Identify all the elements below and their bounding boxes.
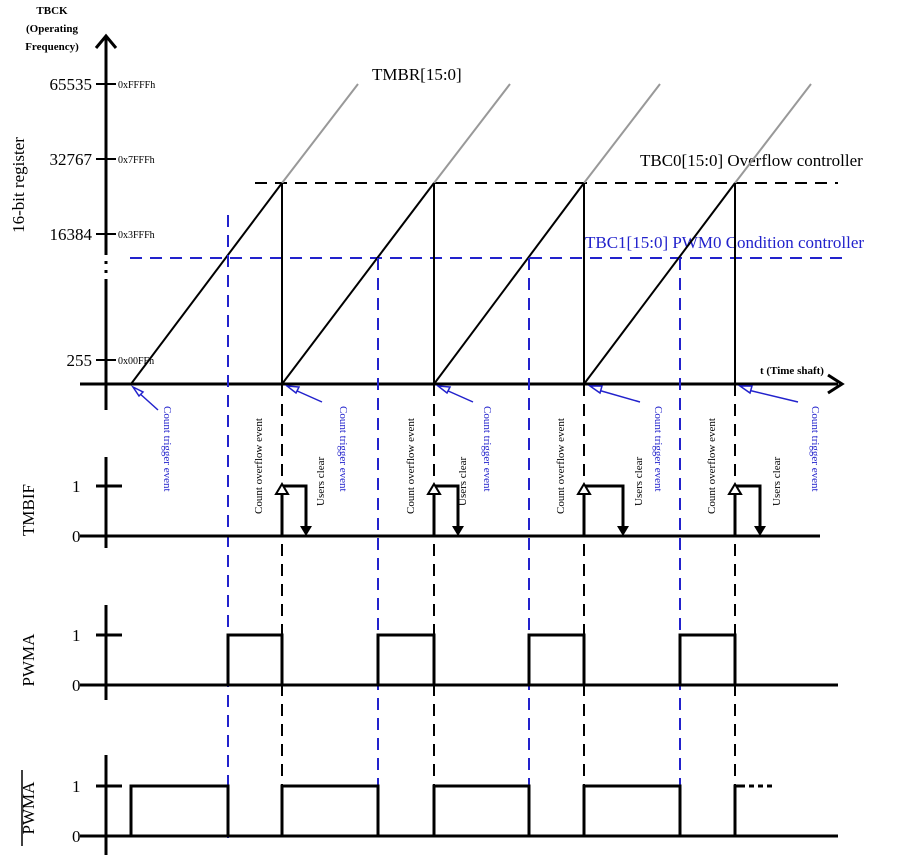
users-clear-label: Users clear <box>315 456 327 506</box>
count-trigger-label: Count trigger event <box>809 406 821 492</box>
tick-32767: 32767 <box>50 150 93 169</box>
tmbr-sawtooth <box>130 182 736 385</box>
tmbif-high: 1 <box>72 477 81 496</box>
count-trigger-arrows <box>130 385 799 411</box>
overflow-markers <box>281 384 736 838</box>
users-clear-label: Users clear <box>457 456 469 506</box>
axis-title-line1: TBCK <box>36 5 68 17</box>
count-overflow-label: Count overflow event <box>405 418 417 514</box>
count-trigger-label: Count trigger event <box>652 406 664 492</box>
pwma-signal: PWMA 1 0 <box>19 605 838 700</box>
hex-3fff: 0x3FFFh <box>118 230 155 241</box>
tmbr-label: TMBR[15:0] <box>372 65 462 84</box>
pwma-high: 1 <box>72 626 81 645</box>
axis-title-line2: (Operating <box>26 23 78 35</box>
count-overflow-label: Count overflow event <box>555 418 567 514</box>
pwma-name: PWMA <box>19 633 38 687</box>
tmbr-overflow-ramps <box>281 83 812 184</box>
hex-00ff: 0x00FFh <box>118 356 154 367</box>
axis-title: TBCK (Operating Frequency) <box>25 5 79 53</box>
count-overflow-label: Count overflow event <box>253 418 265 514</box>
event-labels: Count trigger event Count trigger event … <box>161 406 821 514</box>
y-ticks: 65535 32767 16384 255 0xFFFFh 0x7FFFh 0x… <box>50 75 156 370</box>
x-axis-label: t (Time shaft) <box>760 365 824 377</box>
y-axis <box>94 33 118 410</box>
pwma-low: 0 <box>72 676 81 695</box>
pwma-bar-signal: PWMA 1 0 <box>19 755 838 855</box>
pwma-bar-name: PWMA <box>19 781 38 835</box>
tmbif-signal: TMBIF 1 0 <box>19 457 820 548</box>
tick-65535: 65535 <box>50 75 93 94</box>
y-axis-label: 16-bit register <box>9 137 28 233</box>
pwm-match-markers <box>227 215 681 838</box>
tick-255: 255 <box>67 351 93 370</box>
tbc1-label: TBC1[15:0] PWM0 Condition controller <box>585 233 864 252</box>
hex-7fff: 0x7FFFh <box>118 155 155 166</box>
users-clear-label: Users clear <box>633 456 645 506</box>
x-axis <box>80 373 845 395</box>
count-trigger-label: Count trigger event <box>481 406 493 492</box>
hex-ffff: 0xFFFFh <box>118 80 155 91</box>
tmbif-low: 0 <box>72 527 81 546</box>
axis-title-line3: Frequency) <box>25 41 79 53</box>
tmbif-name: TMBIF <box>19 484 38 536</box>
count-trigger-label: Count trigger event <box>161 406 173 492</box>
count-trigger-label: Count trigger event <box>337 406 349 492</box>
tick-16384: 16384 <box>50 225 93 244</box>
pwma-bar-low: 0 <box>72 827 81 846</box>
pwma-bar-high: 1 <box>72 777 81 796</box>
count-overflow-label: Count overflow event <box>706 418 718 514</box>
users-clear-label: Users clear <box>771 456 783 506</box>
